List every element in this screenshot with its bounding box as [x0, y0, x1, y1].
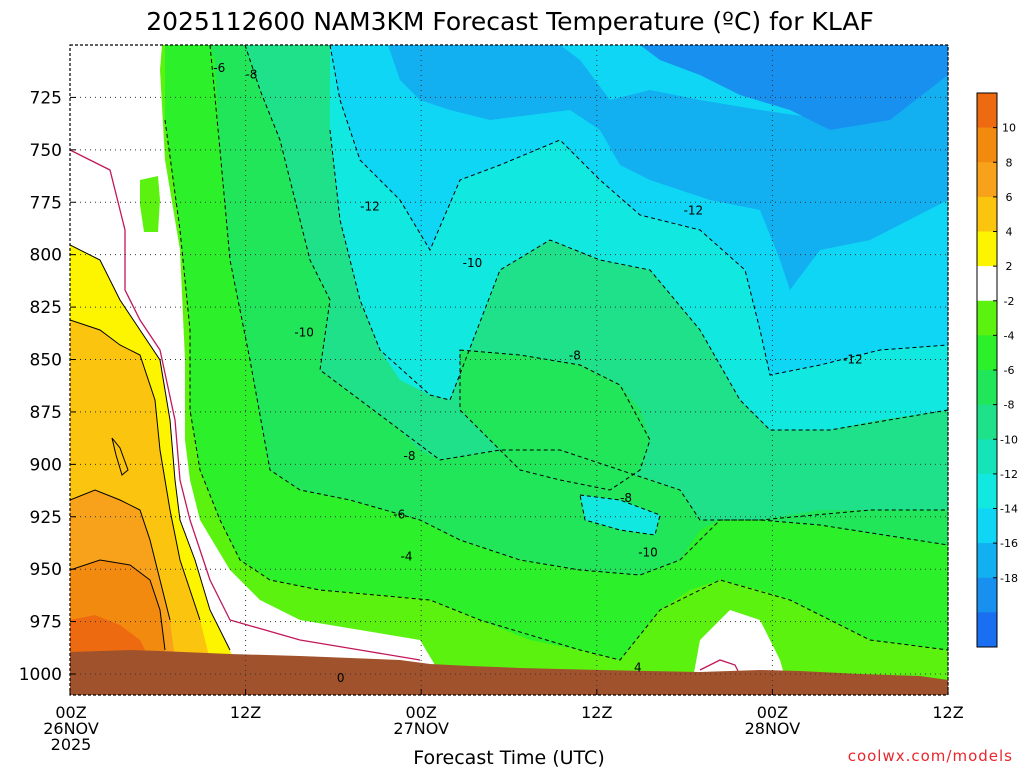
- contour-label: -10: [294, 325, 314, 339]
- contour-label: -12: [360, 199, 380, 213]
- colorbar: 10 8 6 4 2 -2 -4 -6 -8 -10 -12 -14 -16 -18: [976, 92, 1018, 648]
- colorbar-swatch: [977, 577, 997, 613]
- x-tick-label: 12Z: [932, 703, 963, 722]
- x-tick-label: 00Z: [55, 703, 86, 722]
- contour-label: -10: [463, 256, 483, 270]
- colorbar-label: -16: [1000, 537, 1018, 550]
- x-tick-label: 00Z: [406, 703, 437, 722]
- contour-label: -6: [393, 508, 405, 522]
- x-tick-label: 28NOV: [745, 719, 801, 738]
- colorbar-label: 6: [1006, 191, 1013, 204]
- colorbar-swatch: [977, 473, 997, 509]
- colorbar-swatch: [977, 162, 997, 198]
- colorbar-swatch: [977, 612, 997, 648]
- x-tick-label: 26NOV: [43, 719, 99, 738]
- y-tick-label: 875: [30, 403, 62, 423]
- temperature-fill: [70, 45, 948, 695]
- y-tick-label: 775: [30, 193, 62, 213]
- contour-label: -8: [404, 449, 416, 463]
- contour-label: -4: [401, 550, 413, 564]
- colorbar-swatch: [977, 196, 997, 232]
- plot-frame: [69, 44, 949, 696]
- contour-label: -8: [569, 348, 581, 362]
- colorbar-swatch: [977, 127, 997, 163]
- colorbar-swatch: [977, 93, 997, 129]
- x-tick-label: 2025: [51, 735, 92, 754]
- y-tick-label: 825: [30, 298, 62, 318]
- colorbar-label: -8: [1004, 399, 1015, 412]
- contour-label: -10: [638, 545, 658, 559]
- colorbar-label: 8: [1006, 156, 1013, 169]
- contour-label: -12: [843, 353, 863, 367]
- credit-text: coolwx.com/models: [848, 747, 1013, 765]
- y-tick-label: 750: [30, 141, 62, 161]
- x-tick-label: 27NOV: [393, 719, 449, 738]
- x-tick-label: 00Z: [757, 703, 788, 722]
- x-axis-title: Forecast Time (UTC): [413, 747, 604, 768]
- colorbar-swatch: [977, 404, 997, 440]
- contour-label: -8: [245, 67, 257, 81]
- colorbar-swatch: [977, 266, 997, 302]
- colorbar-label: 4: [1006, 226, 1013, 239]
- colorbar-swatch: [977, 300, 997, 336]
- colorbar-swatch: [977, 439, 997, 475]
- contour-label: -6: [213, 61, 225, 75]
- colorbar-label: -14: [1000, 503, 1018, 516]
- y-tick-label: 725: [30, 88, 62, 108]
- colorbar-label: -10: [1000, 433, 1018, 446]
- colorbar-label: -6: [1004, 364, 1015, 377]
- y-tick-label: 925: [30, 508, 62, 528]
- contour-label: 0: [337, 671, 345, 685]
- colorbar-label: -2: [1004, 295, 1015, 308]
- colorbar-label: -18: [1000, 572, 1018, 585]
- y-tick-label: 850: [30, 351, 62, 371]
- y-tick-label: 1000: [19, 665, 62, 685]
- colorbar-swatch: [977, 335, 997, 371]
- contour-lines: [70, 45, 948, 676]
- colorbar-label: -4: [1004, 329, 1015, 342]
- colorbar-label: 10: [1002, 122, 1016, 135]
- y-tick-label: 800: [30, 246, 62, 266]
- colorbar-swatch: [977, 508, 997, 544]
- terrain-surface: [70, 650, 948, 695]
- colorbar-swatch: [977, 370, 997, 406]
- contour-label: -8: [620, 491, 632, 505]
- x-tick-label: 12Z: [230, 703, 261, 722]
- colorbar-label: 2: [1006, 260, 1013, 273]
- colorbar-label: -12: [1000, 468, 1018, 481]
- contour-labels: -6 -8 -12 -12 -10 -10 -8 -12 -8 -8 -6 -10 -4 0 4: [213, 61, 863, 685]
- contour-label: 4: [634, 661, 642, 675]
- colorbar-swatch: [977, 231, 997, 267]
- y-tick-label: 975: [30, 613, 62, 633]
- chart-title: 2025112600 NAM3KM Forecast Temperature (…: [146, 7, 874, 36]
- y-tick-label: 950: [30, 560, 62, 580]
- x-tick-label: 12Z: [581, 703, 612, 722]
- y-tick-label: 900: [30, 455, 62, 475]
- y-axis: 725 750 775 800 825 850 875 900 925 950 975 1000: [19, 88, 76, 685]
- contour-label: -12: [684, 204, 704, 218]
- colorbar-swatch: [977, 543, 997, 579]
